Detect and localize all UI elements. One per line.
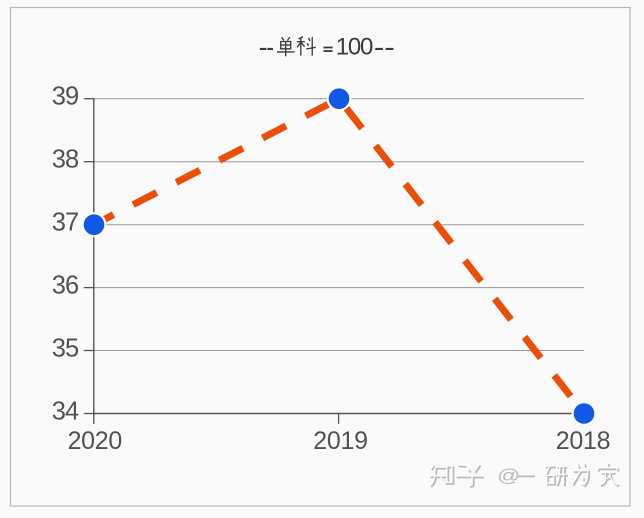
svg-text:2019: 2019 xyxy=(313,427,367,455)
svg-text:100: 100 xyxy=(336,34,373,61)
svg-text:2020: 2020 xyxy=(68,427,122,455)
svg-text:36: 36 xyxy=(52,271,79,299)
svg-text:34: 34 xyxy=(52,397,79,425)
svg-text:39: 39 xyxy=(52,83,79,111)
svg-text:2018: 2018 xyxy=(556,427,610,455)
svg-text:37: 37 xyxy=(52,209,79,237)
svg-text:35: 35 xyxy=(52,334,79,362)
svg-text:@: @ xyxy=(497,467,520,486)
svg-text:38: 38 xyxy=(52,146,79,174)
